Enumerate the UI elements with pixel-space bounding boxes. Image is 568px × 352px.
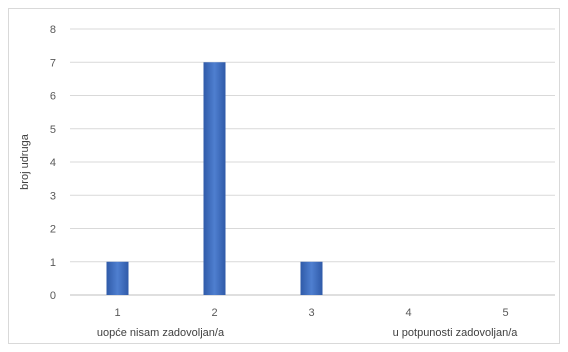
y-tick-label: 2: [50, 224, 56, 236]
chart-frame: [8, 8, 560, 344]
y-tick-label: 5: [50, 124, 56, 136]
x-tick-label: 5: [502, 307, 508, 319]
gridlines: [70, 28, 555, 296]
x-tick-labels: 1 2 3 4 5: [114, 307, 508, 319]
bar: [106, 261, 129, 295]
bars: [106, 62, 323, 295]
y-tick-label: 3: [50, 190, 56, 202]
y-tick-labels: 0 1 2 3 4 5 6 7 8: [50, 24, 56, 302]
annotation-left: uopće nisam zadovoljan/a: [97, 327, 225, 339]
y-tick-label: 7: [50, 57, 56, 69]
x-tick-label: 1: [114, 307, 120, 319]
bar: [203, 62, 226, 295]
y-tick-label: 8: [50, 24, 56, 36]
x-tick-label: 4: [405, 307, 411, 319]
y-axis-title: broj udruga: [19, 133, 31, 190]
y-tick-label: 4: [50, 157, 56, 169]
bar: [300, 261, 323, 295]
y-tick-label: 6: [50, 91, 56, 103]
y-tick-label: 1: [50, 257, 56, 269]
y-tick-label: 0: [50, 290, 56, 302]
x-tick-label: 3: [308, 307, 314, 319]
annotation-right: u potpunosti zadovoljan/a: [393, 327, 519, 339]
x-tick-label: 2: [211, 307, 217, 319]
